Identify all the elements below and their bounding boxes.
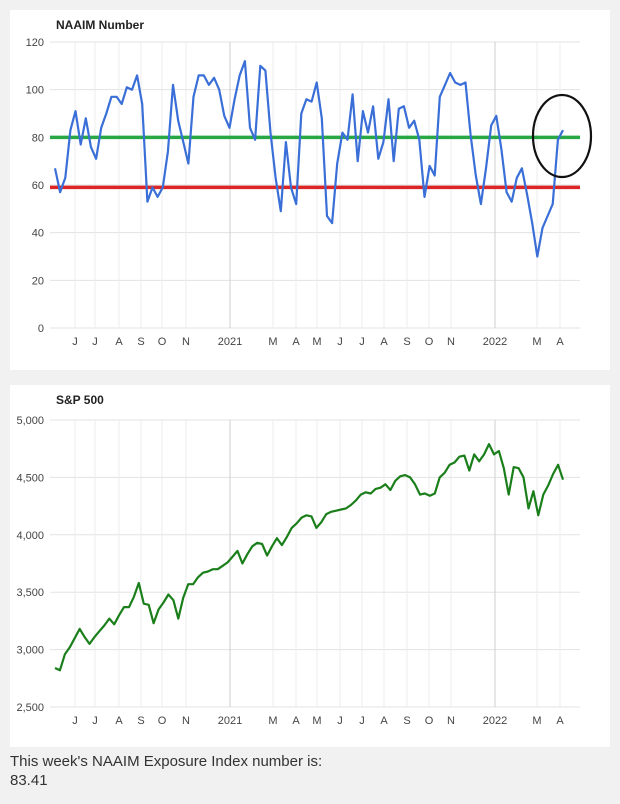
naaim-x-tick-label: O	[158, 336, 167, 348]
sp500-chart-panel: S&P 500 2,500 3,000 3,500 4,000 4,500 5,000 J J…	[10, 385, 610, 747]
naaim-x-tick-label: A	[292, 336, 300, 348]
naaim-x-tick-label: S	[137, 336, 144, 348]
naaim-x-tick-label: A	[115, 336, 123, 348]
naaim-y-tick-label: 80	[32, 132, 44, 144]
naaim-x-tick-label: J	[359, 336, 365, 348]
naaim-x-tick-label: M	[268, 336, 277, 348]
naaim-x-tick-label: J	[72, 336, 78, 348]
naaim-x-tick-label: J	[337, 336, 343, 348]
sp500-y-tick-label: 4,500	[16, 472, 44, 484]
naaim-y-tick-label: 20	[32, 275, 44, 287]
naaim-x-tick-label: N	[447, 336, 455, 348]
sp500-y-tick-label: 3,000	[16, 645, 44, 657]
sp500-x-tick-label: M	[312, 715, 321, 727]
sp500-x-tick-label: A	[556, 715, 564, 727]
naaim-x-tick-label: M	[532, 336, 541, 348]
sp500-chart: 2,500 3,000 3,500 4,000 4,500 5,000 J J A S O N 2021…	[16, 415, 580, 727]
naaim-x-tick-label: O	[425, 336, 434, 348]
sp500-x-tick-label: J	[92, 715, 98, 727]
naaim-x-tick-label: M	[312, 336, 321, 348]
sp500-x-tick-label: O	[425, 715, 434, 727]
footer-text: This week's NAAIM Exposure Index number …	[10, 753, 323, 770]
naaim-x-tick-label: A	[380, 336, 388, 348]
naaim-series-line	[53, 59, 564, 258]
naaim-chart-panel: NAAIM Number 0 20 40 60 80 100 120 J J A S O N 2021 M A…	[10, 10, 610, 370]
naaim-annotation-circle	[531, 93, 593, 179]
sp500-x-tick-label: S	[137, 715, 144, 727]
naaim-chart-title: NAAIM Number	[56, 18, 145, 32]
sp500-x-tick-label: M	[532, 715, 541, 727]
naaim-x-tick-label: N	[182, 336, 190, 348]
naaim-y-tick-label: 60	[32, 180, 44, 192]
sp500-x-tick-label: J	[359, 715, 365, 727]
naaim-y-tick-label: 100	[26, 85, 44, 97]
naaim-value: 83.41	[10, 772, 48, 789]
sp500-x-tick-label: A	[115, 715, 123, 727]
sp500-x-tick-label: J	[337, 715, 343, 727]
sp500-x-tick-label: A	[380, 715, 388, 727]
sp500-x-tick-label: 2022	[483, 715, 507, 727]
sp500-x-tick-label: N	[447, 715, 455, 727]
sp500-x-tick-label: J	[72, 715, 78, 727]
naaim-y-tick-label: 0	[38, 323, 44, 335]
sp500-x-tick-label: 2021	[218, 715, 242, 727]
naaim-x-tick-label: J	[92, 336, 98, 348]
sp500-y-tick-label: 3,500	[16, 587, 44, 599]
naaim-x-tick-label: 2021	[218, 336, 242, 348]
sp500-y-tick-label: 4,000	[16, 530, 44, 542]
naaim-x-tick-label: S	[403, 336, 410, 348]
naaim-y-tick-label: 40	[32, 228, 44, 240]
footer: This week's NAAIM Exposure Index number …	[10, 752, 322, 790]
sp500-chart-title: S&P 500	[56, 393, 104, 407]
sp500-x-tick-label: A	[292, 715, 300, 727]
sp500-y-tick-label: 2,500	[16, 702, 44, 714]
sp500-x-tick-label: M	[268, 715, 277, 727]
naaim-x-tick-label: A	[556, 336, 564, 348]
sp500-x-tick-label: N	[182, 715, 190, 727]
sp500-series-line	[54, 442, 565, 672]
naaim-x-tick-label: 2022	[483, 336, 507, 348]
sp500-x-tick-label: S	[403, 715, 410, 727]
naaim-y-tick-label: 120	[26, 37, 44, 49]
sp500-x-tick-label: O	[158, 715, 167, 727]
sp500-y-tick-label: 5,000	[16, 415, 44, 427]
